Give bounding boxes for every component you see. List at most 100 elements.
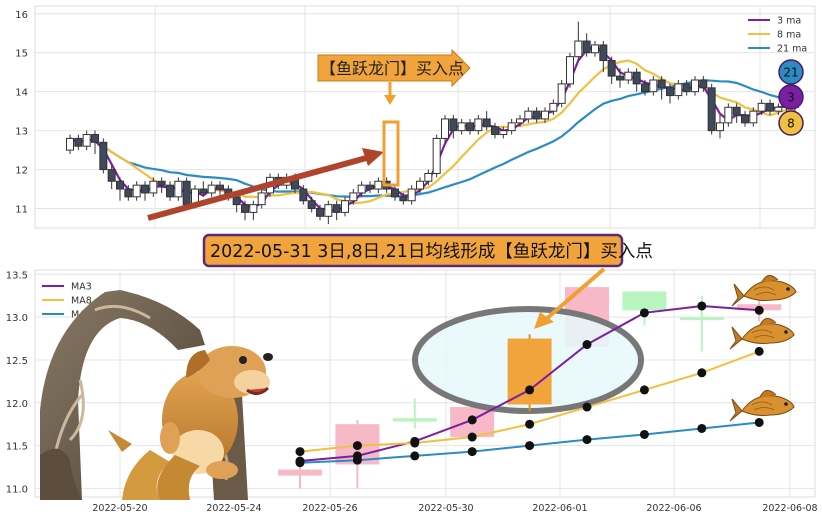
bottom-ma21-point (582, 435, 592, 445)
top-candle (99, 138, 108, 174)
top-candle (632, 68, 641, 92)
bottom-x-tick-label: 2022-05-24 (206, 503, 261, 514)
top-candle (699, 76, 708, 92)
callout-arrow (534, 267, 606, 329)
bottom-ma21-point (754, 417, 764, 427)
bottom-candle (507, 334, 552, 412)
bottom-x-tick-label: 2022-05-30 (418, 503, 473, 514)
bottom-x-tick-label: 2022-05-20 (92, 503, 147, 514)
top-candle (157, 177, 166, 193)
top-candle-body (507, 122, 516, 132)
top-candle-body (724, 106, 733, 124)
top-candle (307, 196, 316, 213)
top-legend-label: 3 ma (777, 16, 801, 27)
top-candle-body (691, 79, 699, 93)
top-candle-body (99, 141, 108, 171)
top-y-tick-label: 13 (15, 127, 28, 138)
top-candle-body (174, 180, 183, 198)
top-candle (441, 115, 449, 143)
top-candle (641, 80, 649, 96)
top-candle-body (399, 196, 408, 202)
ma-badge-21 (778, 59, 804, 85)
bottom-ma8-point (697, 368, 707, 378)
top-candle-body (124, 188, 133, 198)
top-candle-body (207, 184, 216, 194)
top-candle (332, 200, 341, 221)
top-candle (566, 52, 574, 88)
top-y-tick-label: 12 (15, 166, 28, 177)
ma-badge-8 (778, 110, 804, 136)
top-candle (532, 107, 541, 123)
bottom-ma8-point (295, 447, 305, 457)
top-candle-body (557, 83, 566, 104)
top-candle-body (116, 180, 124, 190)
top-candle-body (332, 204, 341, 213)
top-candle-body (649, 79, 658, 93)
bottom-ma3-point (754, 305, 764, 315)
top-candle (674, 80, 683, 100)
top-candle (349, 189, 358, 205)
top-candle (391, 185, 399, 201)
top-candle (241, 200, 249, 221)
top-candle (466, 118, 474, 135)
top-candle-body (441, 118, 449, 139)
top-y-tick-label: 16 (15, 10, 28, 21)
bottom-ma3-point (582, 340, 592, 350)
top-legend: 3 ma 8 ma 21 ma (748, 16, 807, 55)
top-candle-body (491, 126, 499, 136)
top-candle-body (749, 110, 758, 124)
top-candle (741, 111, 749, 127)
top-candle-body (707, 87, 716, 132)
top-candle (91, 130, 99, 154)
top-candle-body (307, 200, 316, 210)
top-ma21-line (69, 79, 796, 199)
top-candle (482, 111, 491, 131)
bottom-y-axis: 11.0 11.5 12.0 12.5 13.0 13.5 (6, 270, 28, 495)
top-candle-body (466, 122, 474, 132)
top-candle (249, 200, 258, 221)
buy-point-callout: 【鱼跃龙门】买入点 (317, 48, 471, 88)
bottom-ma8-point (525, 419, 535, 429)
title-banner: 2022-05-31 3日,8日,21日均线形成【鱼跃龙门】买入点 (202, 233, 653, 268)
bottom-ma21-point (295, 458, 305, 468)
top-candle-body (657, 79, 666, 89)
bottom-candle-body (392, 418, 437, 422)
top-candle (524, 107, 533, 123)
top-candle (707, 83, 716, 135)
bottom-x-tick-label: 2022-06-08 (762, 503, 817, 514)
top-candle (616, 68, 624, 88)
top-candle-body (532, 110, 541, 120)
top-candle (416, 177, 424, 193)
top-candle (82, 130, 91, 151)
carp-fish-icon (729, 318, 795, 350)
top-candle-body (341, 200, 349, 213)
top-candle (582, 33, 591, 57)
bottom-chart-title: 2022-05-31 3日,8日,21日均线形成【鱼跃龙门】买入点 (210, 242, 653, 262)
top-candle-body (232, 196, 241, 206)
top-candle (457, 118, 466, 135)
top-candle (324, 200, 333, 225)
top-candle (399, 192, 408, 205)
top-candle-body (499, 130, 508, 136)
top-candle-body (424, 172, 433, 182)
bottom-candle-body (507, 338, 552, 405)
top-candle-body (716, 122, 724, 132)
top-candle-body (624, 71, 633, 81)
top-candle (599, 41, 608, 73)
top-candle (607, 56, 616, 84)
carp-fish-icon (731, 275, 797, 307)
top-candle (132, 181, 141, 201)
top-candle-body (391, 188, 399, 198)
bottom-x-tick-label: 2022-06-06 (646, 503, 701, 514)
top-candle-body (457, 122, 466, 132)
ma-badge-label: 3 (787, 91, 795, 105)
top-candle-body (449, 118, 458, 132)
top-candle-body (524, 110, 533, 120)
top-candle (366, 181, 374, 193)
top-candle-body (674, 83, 683, 97)
bottom-candle-body (278, 469, 322, 476)
top-candle-body (641, 83, 649, 93)
top-candle (666, 83, 674, 104)
top-candle (449, 115, 458, 139)
top-y-axis: 11 12 13 14 15 16 (15, 10, 28, 216)
